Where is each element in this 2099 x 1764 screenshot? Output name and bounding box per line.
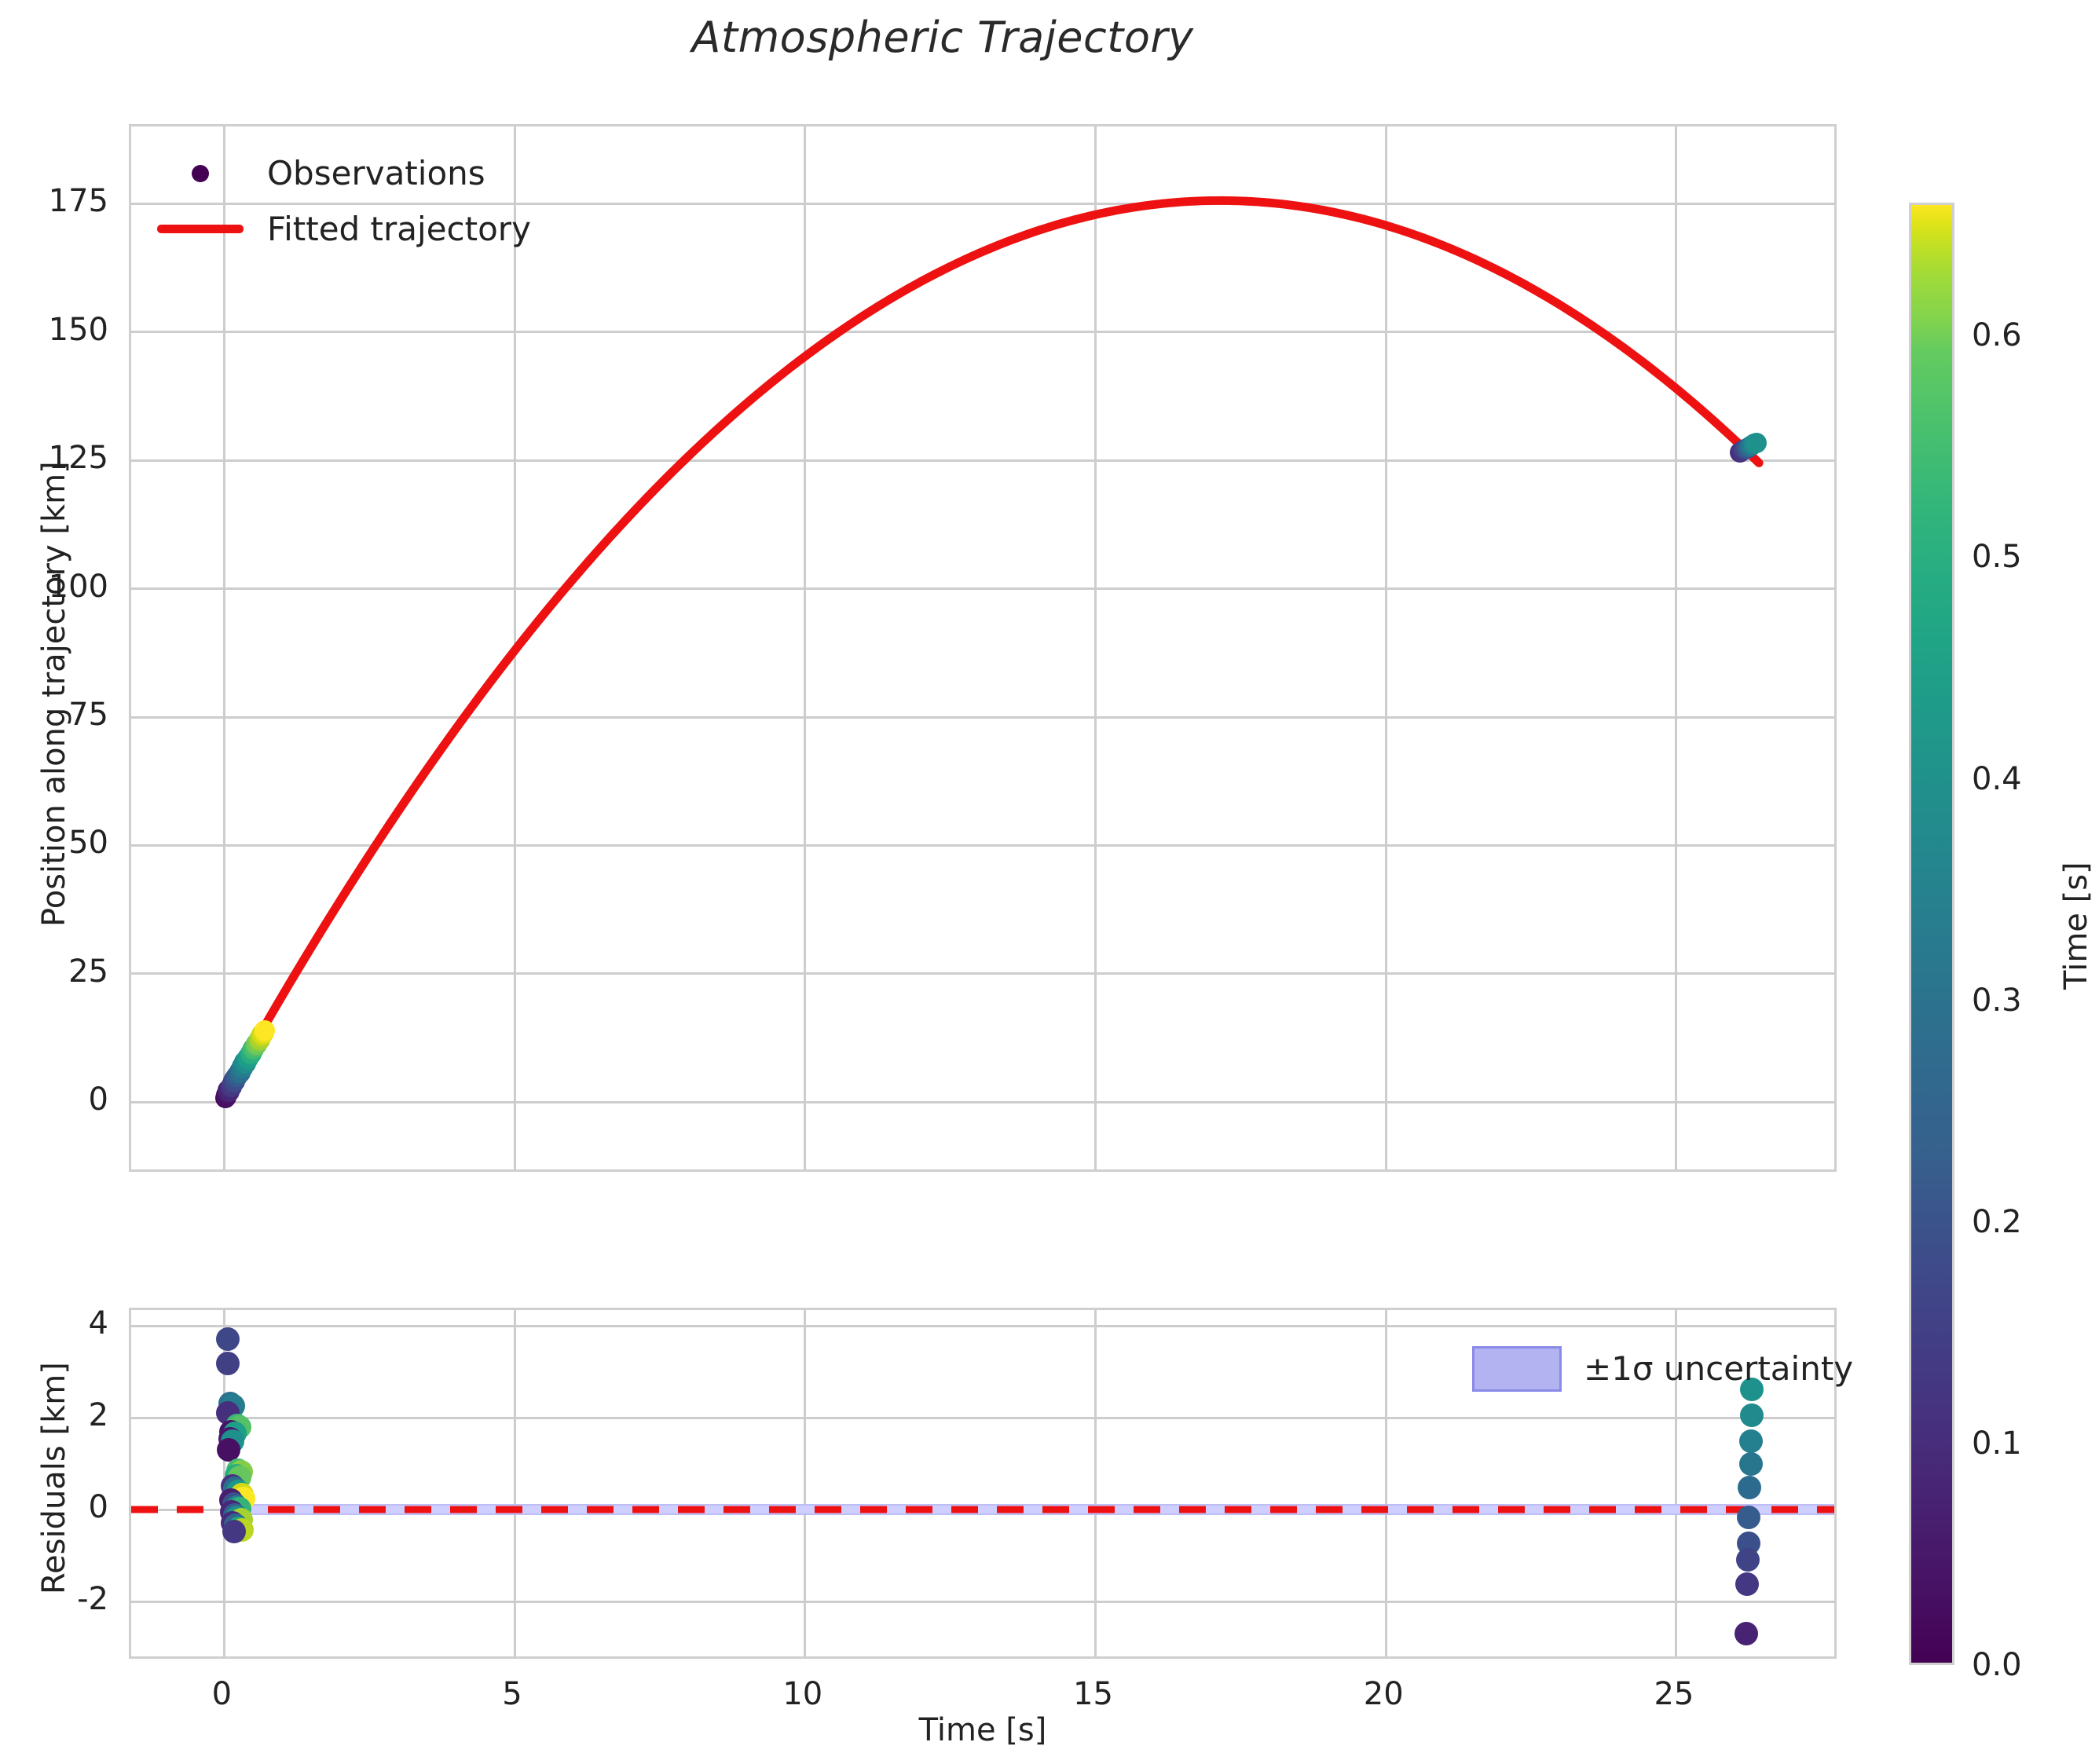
x-tick: 0 <box>211 1676 233 1712</box>
figure-title: Atmospheric Trajectory <box>691 13 1194 62</box>
residuals-y-axis-label: Residuals [km] <box>36 1362 72 1594</box>
residuals-plot-area <box>131 1310 1834 1656</box>
residuals-y-tick: 4 <box>88 1305 108 1342</box>
gridline-horizontal <box>131 844 1834 847</box>
residual-point <box>216 1327 240 1351</box>
residual-point <box>1735 1548 1760 1572</box>
x-tick: 20 <box>1363 1676 1404 1712</box>
main-y-axis-label: Position along trajectory [km] <box>36 461 72 927</box>
residuals-y-tick: 2 <box>88 1397 108 1434</box>
gridline-horizontal <box>131 202 1834 205</box>
observation-point <box>1746 432 1767 453</box>
uncertainty-patch-icon <box>1471 1345 1563 1392</box>
residuals-legend: ±1σ uncertainty <box>1471 1345 1854 1392</box>
x-tick: 5 <box>502 1676 522 1712</box>
gridline-vertical <box>1093 1310 1097 1656</box>
main-legend: Observations Fitted trajectory <box>154 154 531 248</box>
colorbar-tick: 0.3 <box>1972 982 2022 1019</box>
gridline-horizontal <box>131 1600 1834 1603</box>
legend-label-observations: Observations <box>267 154 485 192</box>
colorbar-tick: 0.5 <box>1972 539 2022 576</box>
gridline-horizontal <box>131 587 1834 591</box>
fitted-trajectory-curve <box>219 196 1764 1103</box>
main-y-tick: 100 <box>48 568 108 605</box>
residual-point <box>222 1520 246 1544</box>
residual-point <box>1740 1403 1764 1427</box>
colorbar <box>1909 203 1954 1665</box>
legend-label-uncertainty: ±1σ uncertainty <box>1584 1349 1854 1388</box>
residuals-y-tick: 0 <box>88 1489 108 1526</box>
colorbar-tick: 0.0 <box>1972 1647 2022 1683</box>
residual-point <box>1738 1451 1763 1476</box>
gridline-vertical <box>804 1310 807 1656</box>
gridline-vertical <box>513 1310 516 1656</box>
gridline-vertical <box>1384 126 1387 1169</box>
legend-entry-fitted-trajectory: Fitted trajectory <box>154 210 531 248</box>
x-tick: 10 <box>782 1676 823 1712</box>
residual-point <box>1738 1429 1763 1453</box>
residuals-y-tick: -2 <box>77 1581 108 1618</box>
main-y-tick: 75 <box>68 697 108 733</box>
gridline-vertical <box>1675 126 1678 1169</box>
main-y-tick: 50 <box>68 825 108 862</box>
gridline-vertical <box>1675 1310 1678 1656</box>
main-y-tick: 125 <box>48 440 108 477</box>
gridline-horizontal <box>131 715 1834 719</box>
legend-entry-observations: Observations <box>154 154 531 192</box>
residual-point <box>1738 1476 1762 1500</box>
colorbar-tick: 0.2 <box>1972 1203 2022 1240</box>
legend-label-fitted-trajectory: Fitted trajectory <box>267 210 531 248</box>
main-y-tick: 25 <box>68 953 108 990</box>
main-y-tick: 175 <box>48 183 108 220</box>
legend-entry-uncertainty: ±1σ uncertainty <box>1471 1345 1854 1392</box>
colorbar-label: Time [s] <box>2058 862 2094 990</box>
gridline-vertical <box>804 126 807 1169</box>
zero-reference-line <box>131 1506 1834 1513</box>
gridline-horizontal <box>131 1100 1834 1103</box>
main-y-tick: 0 <box>88 1081 108 1118</box>
observations-marker-icon <box>154 159 247 188</box>
gridline-vertical <box>1093 126 1097 1169</box>
residual-point <box>217 1438 241 1462</box>
colorbar-tick: 0.6 <box>1972 317 2022 354</box>
residuals-plot-axes <box>129 1308 1837 1659</box>
main-plot-axes <box>129 124 1837 1172</box>
gridline-vertical <box>1384 1310 1387 1656</box>
residual-point <box>216 1352 240 1376</box>
gridline-horizontal <box>131 1324 1834 1327</box>
fitted-line-icon <box>154 215 247 243</box>
gridline-horizontal <box>131 331 1834 334</box>
x-axis-label: Time [s] <box>918 1712 1047 1748</box>
residual-point <box>1737 1505 1761 1529</box>
observation-point <box>255 1019 276 1041</box>
colorbar-tick: 0.4 <box>1972 760 2022 797</box>
residual-point <box>1740 1378 1764 1402</box>
colorbar-tick: 0.1 <box>1972 1425 2022 1462</box>
residual-point <box>1735 1621 1759 1645</box>
gridline-horizontal <box>131 972 1834 975</box>
main-plot-area <box>131 126 1834 1169</box>
gridline-horizontal <box>131 1416 1834 1419</box>
main-y-tick: 150 <box>48 311 108 348</box>
gridline-vertical <box>222 126 225 1169</box>
residual-point <box>1735 1572 1760 1596</box>
gridline-horizontal <box>131 459 1834 462</box>
x-tick: 15 <box>1073 1676 1113 1712</box>
x-tick: 25 <box>1654 1676 1694 1712</box>
